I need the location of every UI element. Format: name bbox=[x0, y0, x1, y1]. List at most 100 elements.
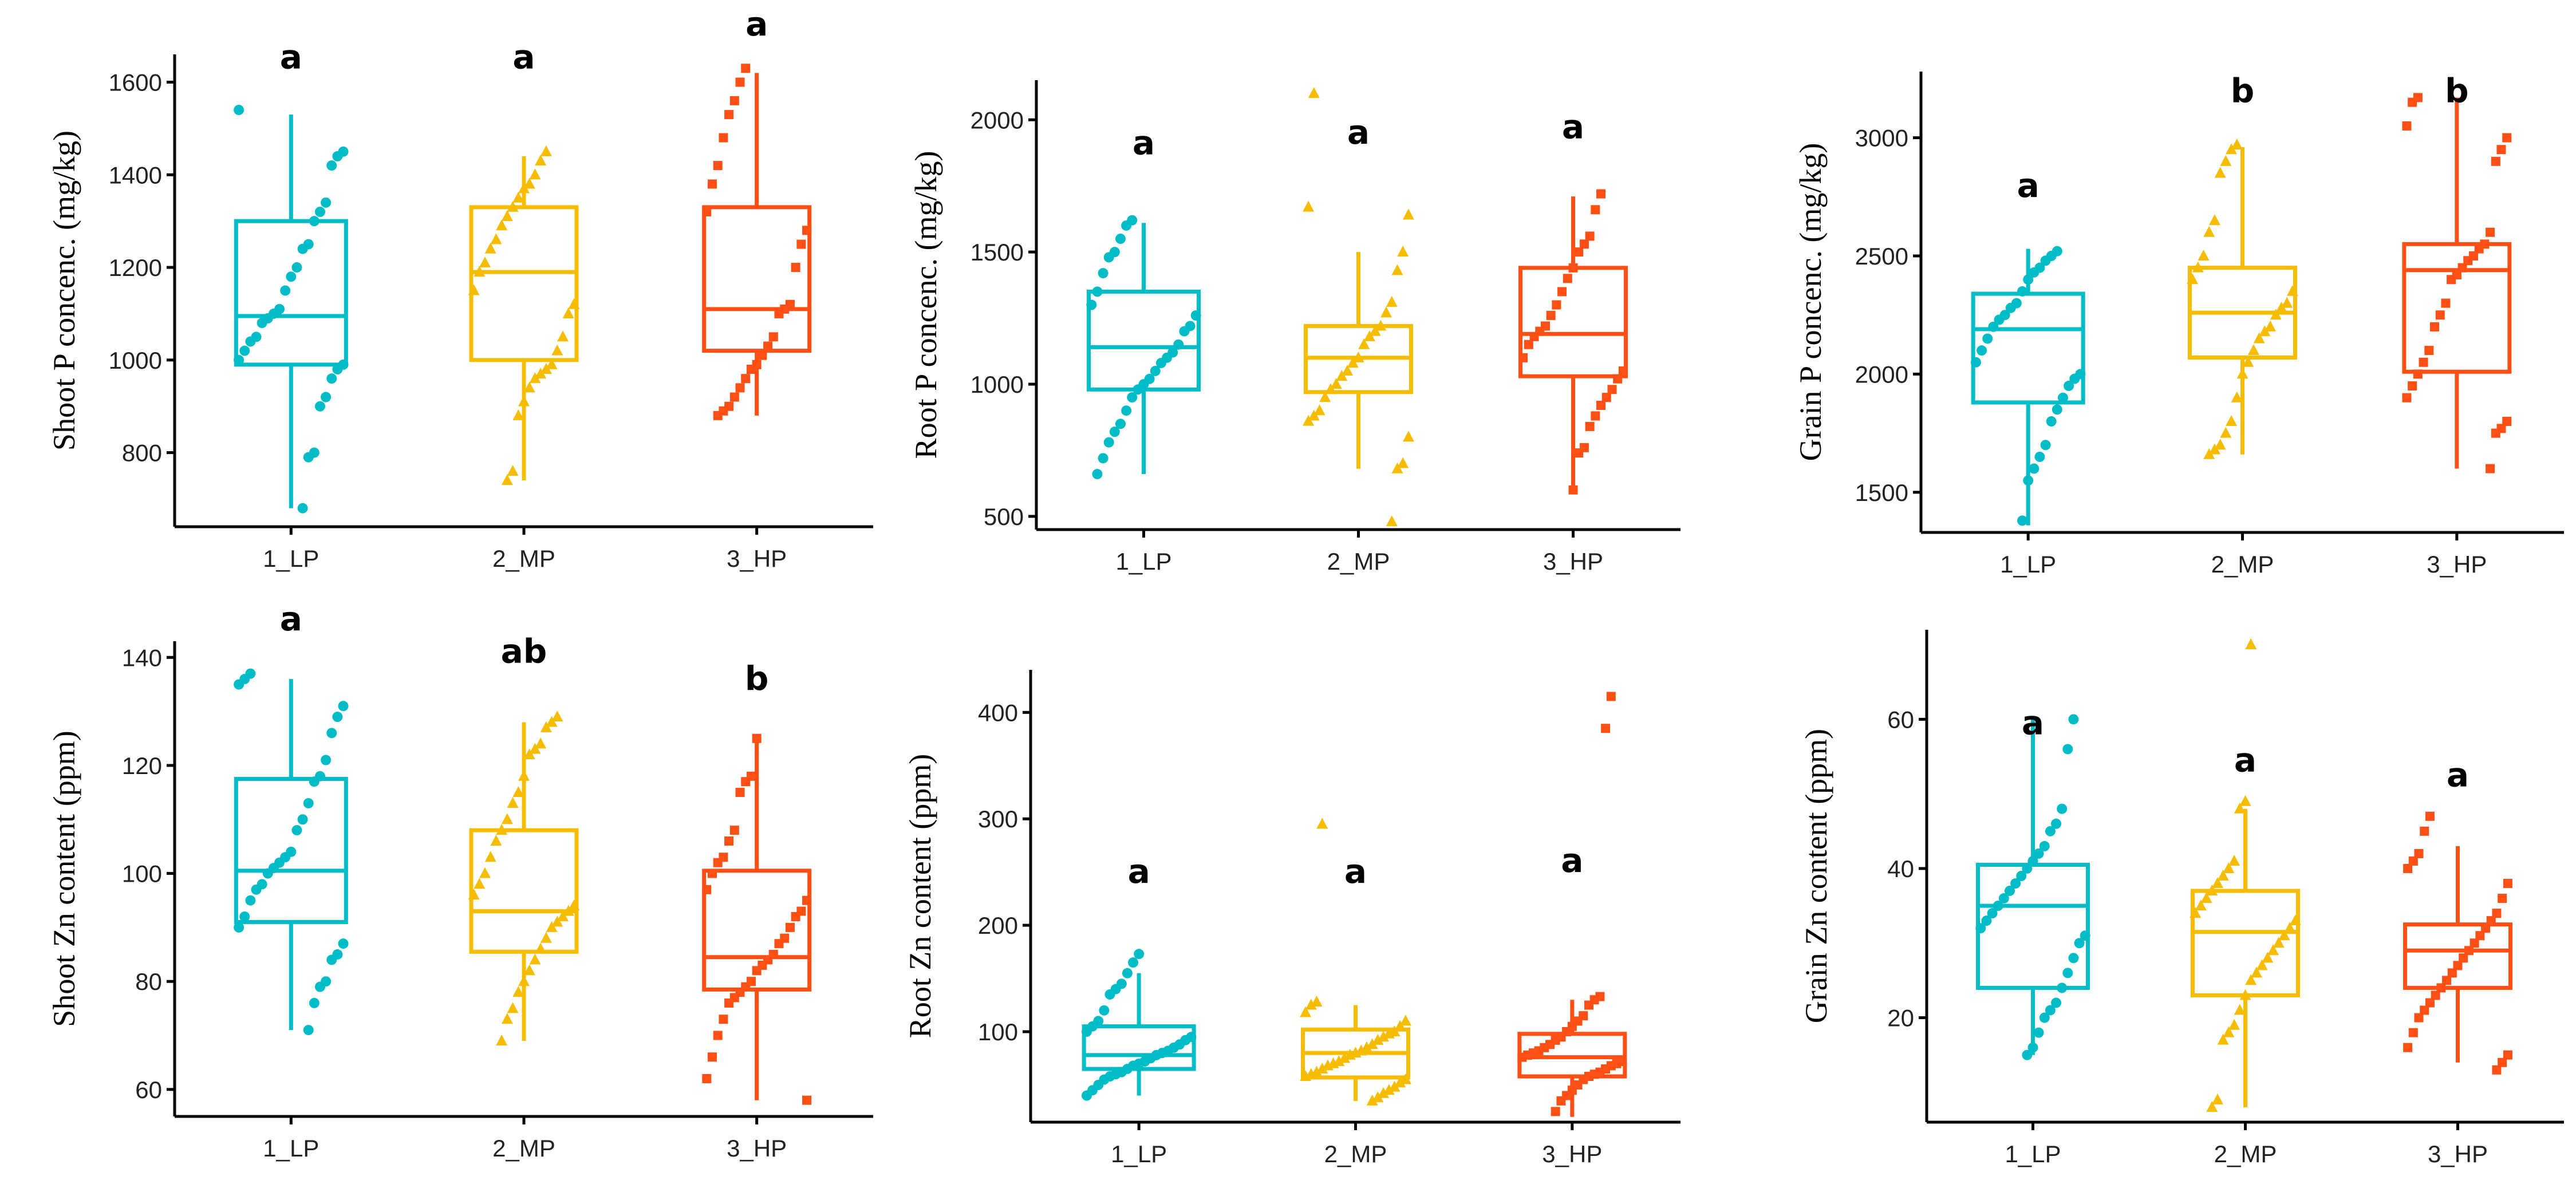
data-point bbox=[2278, 929, 2290, 941]
data-point bbox=[1402, 208, 1414, 220]
data-point bbox=[1601, 724, 1611, 733]
data-point bbox=[2195, 899, 2207, 911]
y-tick-label: 1400 bbox=[109, 161, 162, 188]
data-point bbox=[741, 777, 751, 787]
data-point bbox=[2057, 803, 2068, 814]
data-point bbox=[774, 309, 784, 318]
y-tick-label: 80 bbox=[135, 968, 162, 995]
data-point bbox=[2414, 848, 2424, 858]
data-point bbox=[1397, 246, 1409, 257]
data-point bbox=[2424, 346, 2434, 356]
y-tick-label: 20 bbox=[1887, 1005, 1914, 1032]
data-point bbox=[2190, 907, 2202, 918]
data-point bbox=[2039, 1012, 2050, 1023]
significance-letter: a bbox=[745, 5, 768, 44]
data-point bbox=[546, 358, 558, 369]
data-point bbox=[1378, 1031, 1390, 1042]
data-point bbox=[309, 216, 319, 227]
chart-panel-5: 100 200 300 400 Root Zn content (ppm) 1_LP a 2_… bbox=[903, 670, 1680, 1167]
data-point bbox=[2289, 914, 2301, 926]
box-1_LP bbox=[1087, 289, 1201, 392]
data-point bbox=[1518, 353, 1528, 362]
data-point bbox=[2239, 989, 2251, 1000]
data-point bbox=[1981, 915, 1992, 926]
data-point bbox=[1391, 264, 1403, 275]
data-point bbox=[2425, 998, 2435, 1008]
data-point bbox=[2413, 369, 2423, 379]
significance-letter: a bbox=[2017, 166, 2040, 205]
data-point bbox=[2265, 320, 2277, 331]
data-point bbox=[2208, 214, 2220, 226]
data-point bbox=[1190, 310, 1201, 321]
box-1_LP bbox=[1971, 291, 2085, 405]
data-point bbox=[1155, 358, 1166, 369]
data-point bbox=[2486, 464, 2495, 473]
data-point bbox=[1388, 1080, 1401, 1092]
data-point bbox=[1363, 330, 1375, 341]
data-point bbox=[2402, 121, 2412, 131]
data-point bbox=[2275, 301, 2287, 313]
data-point bbox=[1324, 383, 1336, 394]
data-point bbox=[1342, 364, 1354, 376]
data-point bbox=[496, 1034, 508, 1045]
x-tick-label: 2_MP bbox=[1324, 1140, 1387, 1167]
data-point bbox=[2442, 976, 2452, 985]
data-point bbox=[2245, 638, 2257, 650]
data-point bbox=[2486, 916, 2496, 926]
data-point bbox=[2234, 802, 2246, 814]
data-point bbox=[2051, 818, 2062, 829]
x-tick-label: 1_LP bbox=[263, 545, 319, 572]
significance-letter: a bbox=[2447, 756, 2469, 795]
data-point bbox=[1103, 252, 1114, 263]
data-point bbox=[496, 219, 508, 231]
data-point bbox=[1339, 1052, 1351, 1063]
significance-letter: b bbox=[2445, 72, 2469, 110]
data-point bbox=[2498, 1057, 2507, 1067]
x-tick-label: 1_LP bbox=[263, 1135, 319, 1162]
data-point bbox=[2022, 1049, 2033, 1060]
data-point bbox=[523, 748, 535, 760]
data-point bbox=[512, 986, 524, 997]
data-point bbox=[1596, 189, 1606, 199]
data-point bbox=[529, 372, 541, 384]
data-point bbox=[315, 401, 325, 412]
data-point bbox=[2491, 428, 2500, 438]
data-point bbox=[1308, 87, 1320, 98]
data-point bbox=[1402, 431, 1414, 442]
data-point bbox=[2425, 811, 2435, 821]
data-point bbox=[724, 110, 734, 120]
data-point bbox=[1372, 1033, 1384, 1045]
data-point bbox=[2069, 373, 2080, 384]
y-tick-label: 1600 bbox=[109, 69, 162, 96]
y-tick-label: 60 bbox=[135, 1076, 162, 1103]
data-point bbox=[1092, 469, 1103, 480]
data-point bbox=[1316, 818, 1328, 829]
data-point bbox=[1179, 326, 1190, 337]
data-point bbox=[2228, 1019, 2240, 1030]
data-point bbox=[332, 151, 343, 161]
data-point bbox=[2457, 263, 2467, 273]
significance-letter: a bbox=[1561, 841, 1583, 880]
data-point bbox=[752, 966, 762, 976]
y-tick-label: 400 bbox=[978, 699, 1018, 726]
data-point bbox=[1975, 923, 1986, 934]
data-point bbox=[2284, 922, 2296, 933]
data-point bbox=[2481, 923, 2491, 933]
data-point bbox=[2403, 863, 2413, 873]
data-point bbox=[1330, 378, 1342, 389]
data-point bbox=[512, 191, 524, 203]
data-point bbox=[315, 207, 325, 217]
data-point bbox=[291, 262, 302, 273]
data-point bbox=[239, 345, 250, 356]
data-point bbox=[1596, 400, 1606, 410]
significance-letter: a bbox=[1562, 108, 1584, 147]
data-point bbox=[2023, 475, 2034, 486]
data-point bbox=[338, 938, 349, 949]
data-point bbox=[1378, 1087, 1390, 1098]
data-point bbox=[1104, 989, 1115, 1000]
data-point bbox=[257, 318, 267, 329]
data-point bbox=[518, 395, 530, 406]
data-point bbox=[758, 350, 767, 360]
data-point bbox=[309, 997, 319, 1008]
data-point bbox=[2027, 1042, 2038, 1053]
